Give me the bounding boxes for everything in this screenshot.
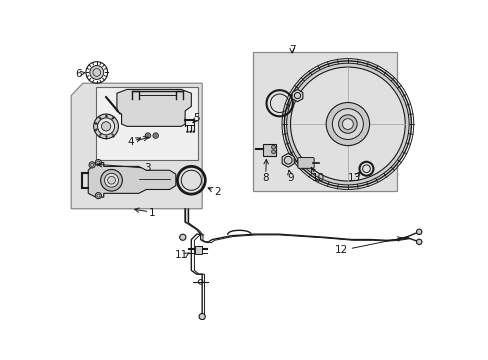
Polygon shape [282, 153, 294, 167]
Circle shape [101, 170, 122, 191]
Circle shape [107, 176, 115, 184]
Circle shape [95, 159, 101, 166]
Text: 7: 7 [288, 45, 295, 55]
Text: 1: 1 [149, 208, 156, 217]
Circle shape [192, 131, 194, 133]
Circle shape [199, 314, 205, 320]
Circle shape [89, 162, 95, 168]
Circle shape [153, 133, 158, 138]
Circle shape [284, 61, 410, 187]
Circle shape [90, 66, 103, 80]
Circle shape [416, 239, 421, 244]
Text: 9: 9 [286, 173, 293, 183]
Text: 6: 6 [75, 69, 81, 79]
Circle shape [271, 150, 275, 154]
Text: 8: 8 [262, 173, 268, 183]
Circle shape [325, 103, 369, 145]
Circle shape [104, 173, 118, 187]
Circle shape [332, 109, 363, 139]
Circle shape [97, 118, 114, 135]
FancyBboxPatch shape [253, 53, 397, 191]
Circle shape [154, 134, 157, 137]
Circle shape [179, 234, 185, 240]
Circle shape [186, 131, 188, 133]
Circle shape [290, 67, 405, 181]
Text: 11: 11 [174, 250, 187, 260]
Text: 2: 2 [214, 187, 221, 197]
Polygon shape [291, 89, 302, 102]
FancyBboxPatch shape [262, 144, 275, 156]
Polygon shape [71, 83, 202, 209]
Polygon shape [88, 163, 176, 197]
FancyBboxPatch shape [195, 247, 202, 254]
Text: 5: 5 [193, 113, 200, 123]
FancyBboxPatch shape [96, 87, 198, 160]
Circle shape [189, 131, 191, 133]
Circle shape [338, 115, 356, 133]
Circle shape [95, 193, 101, 199]
Text: 4: 4 [127, 137, 134, 147]
Polygon shape [117, 89, 191, 126]
Circle shape [271, 145, 275, 149]
Circle shape [101, 122, 110, 131]
Circle shape [146, 134, 149, 137]
Circle shape [94, 114, 118, 139]
Circle shape [342, 119, 352, 130]
Text: 13: 13 [347, 173, 360, 183]
Text: 3: 3 [144, 163, 151, 173]
Text: 10: 10 [311, 173, 325, 183]
Circle shape [145, 133, 150, 138]
Text: 12: 12 [334, 244, 347, 255]
FancyBboxPatch shape [297, 158, 313, 168]
Circle shape [416, 229, 421, 235]
